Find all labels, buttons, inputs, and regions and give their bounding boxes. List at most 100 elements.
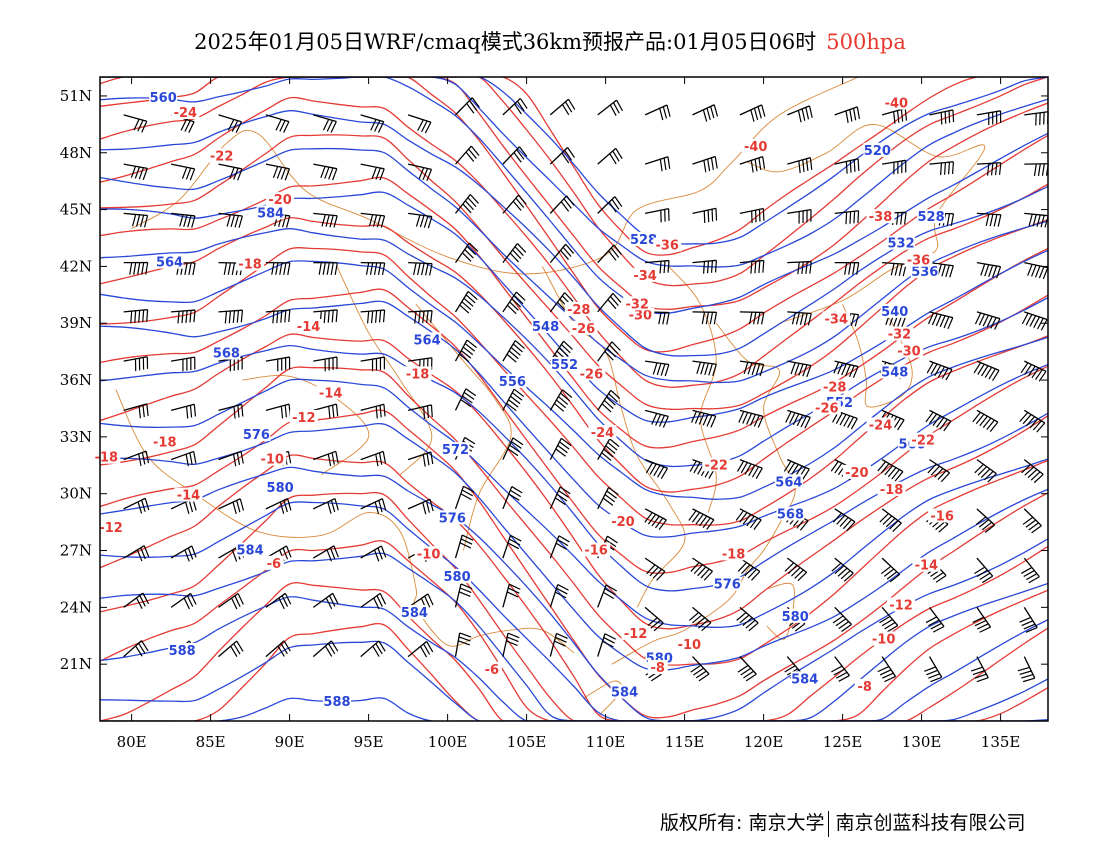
wind-barb-feather (693, 462, 701, 474)
height-label: 580 (782, 610, 809, 625)
height-label: 584 (237, 544, 264, 559)
wind-barb (974, 311, 1001, 330)
wind-barb-feather (142, 309, 145, 323)
wind-barb (976, 261, 1002, 279)
wind-barb-feather (382, 451, 387, 464)
wind-barb (502, 388, 525, 412)
wind-barb (408, 310, 433, 324)
wind-barb-feather (423, 406, 426, 419)
wind-barb-feather (837, 362, 844, 375)
wind-barb-feather (234, 595, 241, 608)
height-label-bg (917, 209, 946, 224)
height-label-bg (774, 474, 803, 489)
wind-barb-feather (377, 547, 383, 560)
temperature-label-bg (702, 457, 731, 472)
wind-barb-feather (430, 310, 433, 323)
wind-barb (502, 486, 523, 510)
wind-barb-feather (1036, 214, 1041, 227)
wind-barb-feather (554, 497, 566, 506)
wind-barb-feather (792, 413, 800, 426)
wind-barb-feather (426, 310, 429, 324)
wind-barb-feather (276, 310, 279, 324)
temperature-label: -26 (580, 367, 604, 382)
wind-barb (1024, 163, 1049, 177)
wind-barb-feather (1038, 370, 1047, 382)
wind-barb (360, 114, 385, 133)
wind-barb-feather (333, 545, 339, 558)
wind-barb-feather (981, 521, 993, 531)
wind-barb-feather (948, 110, 951, 123)
wind-barb-feather (185, 310, 188, 323)
temperature-contour-line (100, 622, 1048, 721)
wind-barb-feather (662, 312, 666, 325)
wind-barb-feather (1031, 264, 1037, 277)
wind-barb-feather (181, 310, 184, 324)
wind-barb-feather (236, 500, 241, 513)
wind-barb-feather (377, 262, 382, 275)
wind-barb-feather (229, 167, 235, 179)
wind-barb-feather (606, 490, 617, 499)
wind-barb-feather (142, 168, 148, 181)
wind-barb-feather (928, 673, 940, 679)
wind-barb-feather (927, 463, 937, 474)
wind-barb-feather (335, 309, 338, 323)
temperature-label-bg (481, 661, 502, 676)
wind-barb-staff (1023, 607, 1038, 628)
temperature-label: -28 (567, 303, 591, 318)
wind-barb-staff (454, 486, 465, 510)
wind-barb-feather (702, 517, 711, 529)
wind-barb-feather (706, 414, 713, 427)
wind-barb-feather (809, 261, 812, 274)
wind-barb-feather (830, 461, 839, 472)
temperature-label-bg (623, 296, 652, 311)
height-label-bg (236, 542, 265, 557)
wind-barb-feather (237, 593, 244, 605)
wind-barb-feather (425, 500, 430, 513)
wind-barb-feather (649, 463, 657, 475)
wind-barb-feather (699, 515, 708, 527)
wind-barb-feather (510, 534, 522, 542)
wind-barb-feather (831, 562, 842, 572)
wind-barb-feather (970, 666, 983, 672)
wind-barb-feather (737, 562, 747, 572)
temperature-label-bg (236, 256, 265, 271)
wind-barb-feather (224, 311, 228, 324)
wind-barb-feather (1041, 163, 1045, 176)
wind-barb-feather (142, 592, 150, 605)
height-label-bg (629, 231, 658, 246)
wind-barb (170, 356, 196, 372)
wind-barb-feather (978, 313, 986, 326)
wind-barb-feather (695, 617, 706, 627)
wind-barb-feather (658, 519, 667, 531)
wind-barb (502, 194, 527, 214)
wind-barb-feather (328, 167, 334, 180)
wind-barb-staff (407, 640, 428, 658)
wind-barb-feather (748, 622, 759, 632)
wind-barb-feather (512, 200, 522, 211)
wind-barb (973, 360, 1000, 382)
wind-barb-feather (422, 168, 429, 181)
wind-barb-feather (972, 670, 985, 676)
wind-barb-staff (502, 437, 514, 460)
wind-barb-feather (658, 415, 665, 427)
temperature-label-bg (258, 451, 287, 466)
height-label-bg (550, 356, 579, 371)
wind-barb (549, 389, 573, 412)
wind-barb (123, 450, 150, 466)
wind-barb (688, 606, 712, 632)
wind-barb-feather (835, 412, 843, 424)
lon-tick-label: 110E (586, 733, 626, 751)
wind-barb-feather (465, 151, 475, 162)
wind-barb (597, 633, 617, 657)
height-label: 576 (243, 428, 270, 443)
wind-barb-feather (924, 666, 936, 672)
wind-barb-feather (192, 262, 196, 276)
wind-barb-feather (1030, 471, 1041, 481)
temperature-label: -10 (872, 633, 896, 648)
wind-barb (1020, 557, 1040, 584)
wind-barb-feather (662, 416, 669, 428)
wind-barb-feather (1025, 519, 1037, 528)
wind-barb-feather (688, 612, 700, 621)
wind-barb-feather (751, 571, 761, 581)
wind-barb-feather (233, 406, 236, 419)
